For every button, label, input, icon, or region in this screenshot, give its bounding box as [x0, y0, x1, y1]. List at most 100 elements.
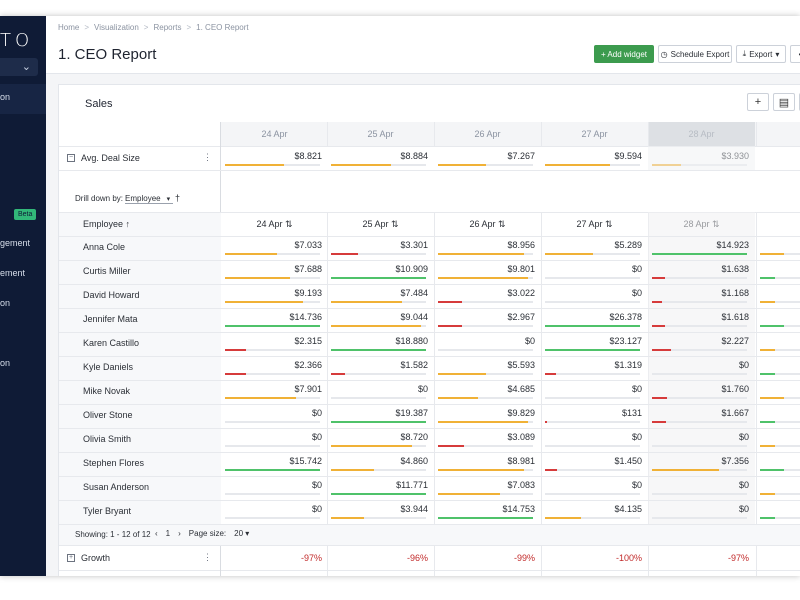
employee-value: $1.319	[614, 360, 642, 370]
date-column-header[interactable]: T	[756, 212, 800, 236]
highlight-column	[648, 146, 755, 170]
value-bar	[438, 164, 533, 166]
value-bar-fill	[760, 301, 775, 303]
value-bar-fill	[760, 325, 784, 327]
divider	[756, 546, 757, 576]
employee-name[interactable]: David Howard	[83, 290, 140, 300]
pin-icon[interactable]: †	[175, 193, 181, 203]
value-bar	[438, 373, 533, 375]
next-page-icon[interactable]: ›	[178, 529, 181, 538]
value-bar	[331, 301, 426, 303]
value-bar-fill	[331, 469, 374, 471]
date-column-header[interactable]: 27 Apr ⇅	[576, 219, 613, 229]
sidebar-item-active[interactable]: on	[0, 84, 46, 114]
value-bar	[331, 421, 426, 423]
sidebar-item[interactable]: ement	[0, 268, 26, 278]
date-header[interactable]: 27 Apr	[581, 129, 608, 139]
breadcrumb-visualization[interactable]: Visualization	[94, 23, 139, 32]
kebab-icon[interactable]: ⋮	[203, 552, 212, 562]
employee-name[interactable]: Kyle Daniels	[83, 362, 134, 372]
value-bar-fill	[545, 517, 582, 519]
value-bar	[760, 349, 800, 351]
date-header[interactable]: 25 Apr	[367, 129, 394, 139]
divider	[59, 500, 800, 501]
sidebar-item[interactable]: gement	[0, 238, 31, 248]
value-bar	[331, 373, 426, 375]
divider	[434, 122, 435, 146]
value-bar	[652, 469, 747, 471]
employee-value: $9.044	[400, 312, 428, 322]
employee-name[interactable]: Stephen Flores	[83, 458, 145, 468]
employee-name[interactable]: Susan Anderson	[83, 482, 150, 492]
breadcrumb-home[interactable]: Home	[58, 23, 80, 32]
value-bar	[760, 301, 800, 303]
date-header[interactable]: 26 Apr	[474, 129, 501, 139]
current-page[interactable]: 1	[165, 529, 171, 538]
drill-down-control[interactable]: Drill down by: Employee ▾	[75, 194, 174, 204]
more-button[interactable]: •	[790, 45, 800, 63]
kebab-icon[interactable]: ⋮	[203, 152, 212, 162]
add-icon[interactable]: +	[747, 93, 769, 111]
employee-value: $0	[631, 264, 642, 274]
date-column-header[interactable]: 24 Apr ⇅	[256, 219, 293, 229]
employee-name[interactable]: Tyler Bryant	[83, 506, 132, 516]
employee-value: $1.667	[721, 408, 749, 418]
employee-value: $23.127	[609, 336, 642, 346]
schedule-export-button[interactable]: ◷ Schedule Export	[658, 45, 732, 63]
value-bar	[545, 421, 640, 423]
employee-value: $4.860	[400, 456, 428, 466]
employee-name[interactable]: Olivia Smith	[83, 434, 132, 444]
employee-name[interactable]: Karen Castillo	[83, 338, 140, 348]
date-column-header[interactable]: 25 Apr ⇅	[362, 219, 399, 229]
employee-name[interactable]: Anna Cole	[83, 242, 126, 252]
value-bar	[225, 277, 320, 279]
divider	[541, 122, 542, 146]
value-bar	[438, 301, 533, 303]
export-button[interactable]: ⤓ Export ▾	[736, 45, 786, 63]
avg-deal-value: $8.821	[294, 151, 322, 161]
breadcrumb-current: 1. CEO Report	[196, 23, 249, 32]
value-bar	[545, 301, 640, 303]
employee-value: $9.829	[507, 408, 535, 418]
employee-value: $5.593	[507, 360, 535, 370]
employee-column-header[interactable]: Employee ↑	[83, 219, 131, 229]
employee-name[interactable]: Oliver Stone	[83, 410, 133, 420]
app-window: TO ⌄ on Beta gement ement on on Home > Vis…	[0, 16, 800, 576]
value-bar-fill	[331, 517, 365, 519]
value-bar-fill	[331, 373, 346, 375]
value-bar	[438, 493, 533, 495]
date-header[interactable]: 24 Apr	[261, 129, 288, 139]
employee-name[interactable]: Curtis Miller	[83, 266, 131, 276]
value-bar-fill	[331, 493, 426, 495]
date-column-header[interactable]: 26 Apr ⇅	[469, 219, 506, 229]
value-bar	[331, 325, 426, 327]
page-size-select[interactable]: 20 ▾	[234, 529, 250, 538]
divider	[59, 380, 800, 381]
row-label-growth[interactable]: Growth	[81, 553, 111, 563]
value-bar	[438, 397, 533, 399]
calendar-icon[interactable]: ▤	[773, 93, 795, 111]
employee-value: $1.450	[614, 456, 642, 466]
add-widget-button[interactable]: + Add widget	[594, 45, 654, 63]
date-header[interactable]: 28 Apr	[648, 122, 755, 146]
prev-page-icon[interactable]: ‹	[155, 529, 158, 538]
divider	[541, 546, 542, 576]
drill-down-select[interactable]: Employee ▾	[125, 194, 174, 204]
sidebar-item[interactable]: on	[0, 298, 11, 308]
employee-value: $1.638	[721, 264, 749, 274]
value-bar-fill	[760, 397, 784, 399]
value-bar	[225, 164, 320, 166]
value-bar	[545, 349, 640, 351]
expand-icon[interactable]: +	[67, 554, 75, 562]
sidebar-item[interactable]: on	[0, 358, 11, 368]
employee-value: $0	[524, 336, 535, 346]
date-header[interactable]: T	[756, 122, 800, 146]
value-bar	[438, 469, 533, 471]
breadcrumb-reports[interactable]: Reports	[153, 23, 182, 32]
workspace-select[interactable]: ⌄	[0, 58, 38, 76]
employee-name[interactable]: Jennifer Mata	[83, 314, 138, 324]
value-bar	[331, 517, 426, 519]
employee-name[interactable]: Mike Novak	[83, 386, 131, 396]
value-bar	[760, 493, 800, 495]
collapse-icon[interactable]: −	[67, 154, 75, 162]
